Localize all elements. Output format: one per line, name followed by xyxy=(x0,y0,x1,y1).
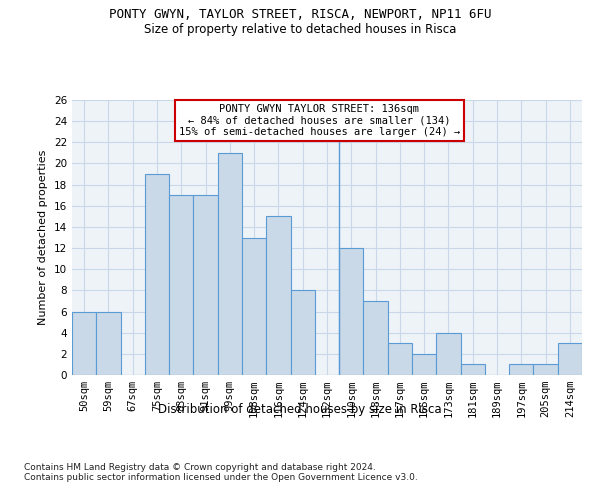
Bar xyxy=(412,354,436,375)
Bar xyxy=(364,301,388,375)
Bar xyxy=(72,312,96,375)
Bar xyxy=(145,174,169,375)
Text: Distribution of detached houses by size in Risca: Distribution of detached houses by size … xyxy=(158,402,442,415)
Bar xyxy=(339,248,364,375)
Bar xyxy=(558,344,582,375)
Text: Contains HM Land Registry data © Crown copyright and database right 2024.
Contai: Contains HM Land Registry data © Crown c… xyxy=(24,462,418,482)
Bar xyxy=(461,364,485,375)
Bar xyxy=(218,153,242,375)
Bar xyxy=(193,195,218,375)
Text: PONTY GWYN TAYLOR STREET: 136sqm
← 84% of detached houses are smaller (134)
15% : PONTY GWYN TAYLOR STREET: 136sqm ← 84% o… xyxy=(179,104,460,138)
Bar xyxy=(290,290,315,375)
Bar xyxy=(533,364,558,375)
Bar xyxy=(169,195,193,375)
Bar xyxy=(388,344,412,375)
Text: PONTY GWYN, TAYLOR STREET, RISCA, NEWPORT, NP11 6FU: PONTY GWYN, TAYLOR STREET, RISCA, NEWPOR… xyxy=(109,8,491,20)
Bar xyxy=(96,312,121,375)
Bar xyxy=(509,364,533,375)
Bar xyxy=(266,216,290,375)
Bar xyxy=(242,238,266,375)
Y-axis label: Number of detached properties: Number of detached properties xyxy=(38,150,49,325)
Bar xyxy=(436,332,461,375)
Text: Size of property relative to detached houses in Risca: Size of property relative to detached ho… xyxy=(144,22,456,36)
